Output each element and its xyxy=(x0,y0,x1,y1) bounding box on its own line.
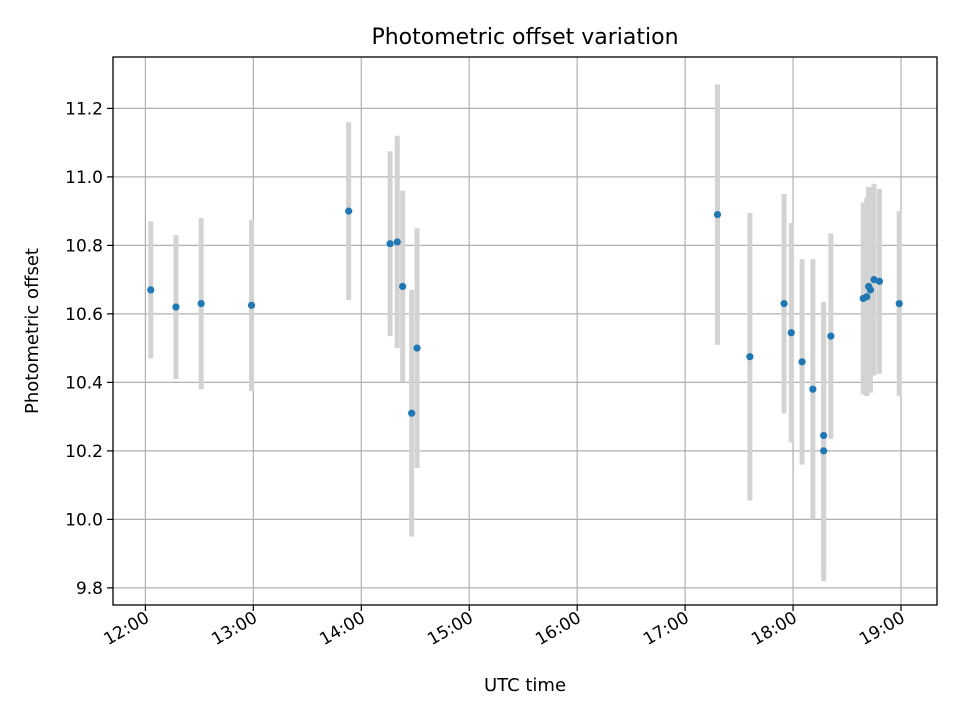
x-tick-label: 13:00 xyxy=(208,608,260,650)
data-point xyxy=(787,329,795,337)
data-point xyxy=(345,207,353,215)
data-point xyxy=(197,300,205,308)
y-tick-label: 11.2 xyxy=(65,99,103,119)
data-point xyxy=(895,300,903,308)
y-tick-label: 10.2 xyxy=(65,442,103,462)
data-point xyxy=(809,385,817,393)
data-point xyxy=(713,210,722,219)
data-markers xyxy=(147,207,903,455)
data-point xyxy=(780,300,788,308)
data-point xyxy=(875,277,884,285)
x-tick-label: 12:00 xyxy=(100,608,152,650)
x-tick-label: 15:00 xyxy=(424,608,476,650)
chart-title: Photometric offset variation xyxy=(371,25,678,50)
y-tick-label: 10.0 xyxy=(65,510,103,530)
data-point xyxy=(393,238,401,246)
y-tick-label: 10.8 xyxy=(65,236,103,256)
data-point xyxy=(386,240,394,248)
data-point xyxy=(746,353,754,361)
data-point xyxy=(247,301,256,309)
plot-frame xyxy=(112,56,938,606)
y-tick-label: 11.0 xyxy=(65,168,103,188)
error-bars xyxy=(148,84,902,582)
data-point xyxy=(413,344,421,352)
data-point xyxy=(147,286,155,294)
y-tick-label: 9.8 xyxy=(76,579,103,599)
data-point xyxy=(820,431,828,440)
x-axis-label: UTC time xyxy=(484,675,566,696)
y-tick-label: 10.4 xyxy=(65,373,103,393)
y-axis-label: Photometric offset xyxy=(22,248,43,414)
data-point xyxy=(172,303,180,311)
x-tick-label: 14:00 xyxy=(316,608,368,650)
data-point xyxy=(827,332,835,340)
y-tick-label: 10.6 xyxy=(65,305,103,325)
data-point xyxy=(820,447,828,455)
data-point xyxy=(399,282,407,291)
data-point xyxy=(798,358,806,366)
x-tick-label: 18:00 xyxy=(748,608,800,650)
data-point xyxy=(866,286,875,294)
x-tick-label: 16:00 xyxy=(532,608,584,650)
data-point xyxy=(863,293,871,301)
x-tick-label: 19:00 xyxy=(856,608,908,650)
data-point xyxy=(408,409,416,417)
x-tick-label: 17:00 xyxy=(640,608,692,650)
